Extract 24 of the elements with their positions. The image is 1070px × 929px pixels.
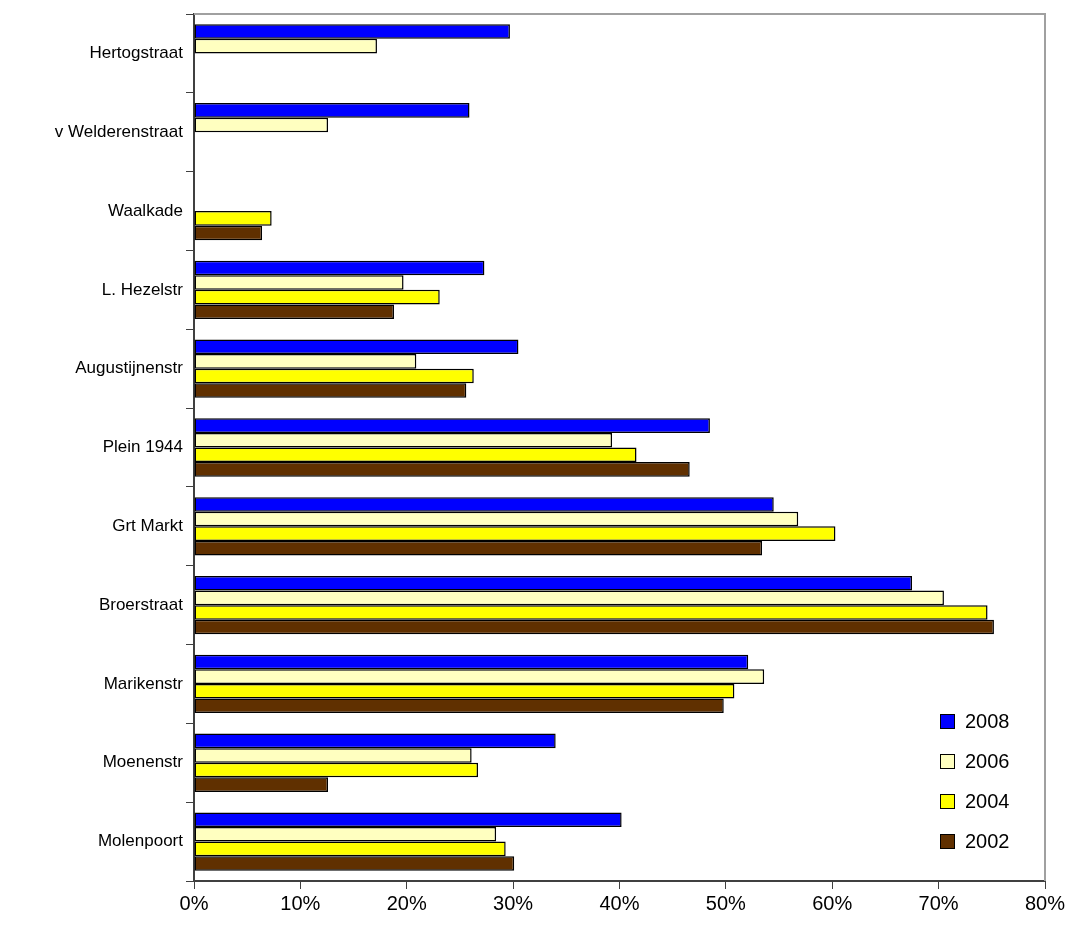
legend-label: 2008 <box>965 709 1010 733</box>
legend-label: 2004 <box>965 789 1010 813</box>
y-tick-label: Hertogstraat <box>89 43 184 63</box>
y-tick-label: v Welderenstraat <box>54 121 184 141</box>
y-tick-label: Grt Markt <box>112 516 184 536</box>
x-tick-label: 80% <box>1024 891 1066 914</box>
legend-label: 2006 <box>965 749 1010 773</box>
x-tick-label: 60% <box>812 891 853 914</box>
x-tick-label: 70% <box>918 891 959 914</box>
x-tick-label: 40% <box>599 891 640 914</box>
y-tick-label: Molenpoort <box>97 831 184 851</box>
y-tick-label: Augustijnenstr <box>75 358 184 378</box>
y-tick-label: Marikenstr <box>103 673 184 693</box>
x-tick-label: 30% <box>493 891 534 914</box>
x-tick-label: 50% <box>705 891 747 914</box>
x-tick-label: 10% <box>280 891 321 914</box>
legend-label: 2002 <box>965 829 1010 853</box>
x-tick-label: 0% <box>179 891 209 914</box>
y-tick-label: Moenenstr <box>102 752 184 772</box>
x-tick-label: 20% <box>386 891 427 914</box>
y-tick-label: L. Hezelstr <box>101 279 184 299</box>
y-tick-label: Broerstraat <box>98 594 184 614</box>
y-tick-label: Plein 1944 <box>102 437 183 457</box>
y-tick-label: Waalkade <box>108 200 183 220</box>
